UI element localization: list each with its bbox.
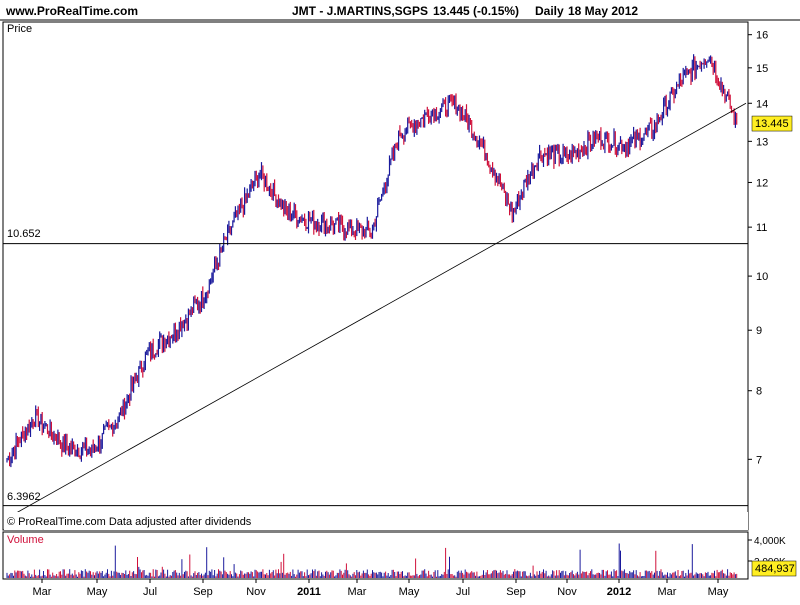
price-axis: 7 8 9 10 11 12 13 14 15 16	[748, 30, 768, 466]
price-tick-label: 16	[756, 30, 768, 42]
hline-upper-label: 10.652	[7, 228, 41, 240]
time-tick-label: Mar	[348, 586, 367, 598]
footnote: © ProRealTime.com Data adjusted after di…	[7, 516, 252, 528]
site-link[interactable]: www.ProRealTime.com	[5, 4, 138, 18]
footnote-bg	[4, 512, 748, 530]
price-tick-label: 13	[756, 136, 768, 148]
ticker-name: JMT - J.MARTINS,SGPS	[292, 4, 428, 18]
price-panel-label: Price	[7, 23, 32, 35]
time-tick-label: 2012	[607, 586, 631, 598]
time-tick-label: Jul	[143, 586, 157, 598]
volume-panel-frame	[2, 531, 749, 580]
time-tick-label: Nov	[246, 586, 266, 598]
price-tick-label: 15	[756, 63, 768, 75]
trend-line	[14, 102, 747, 514]
price-tick-label: 14	[756, 98, 768, 110]
quote-value: 13.445 (-0.15%)	[433, 4, 519, 18]
time-axis: Mar May Jul Sep Nov 2011 Mar May Jul Sep Nov 2012 Ma…	[33, 579, 729, 598]
time-tick-label: 2011	[297, 586, 321, 598]
last-volume-value: 484,937	[755, 563, 795, 575]
price-tick-label: 8	[756, 386, 762, 398]
hline-lower-label: 6.3962	[7, 491, 41, 503]
time-tick-label: Mar	[658, 586, 677, 598]
time-tick-label: Sep	[506, 586, 526, 598]
price-tick-label: 12	[756, 177, 768, 189]
time-tick-label: Mar	[33, 586, 52, 598]
time-tick-label: Nov	[557, 586, 577, 598]
header-bar	[0, 0, 800, 20]
price-overlay: 13.445	[3, 102, 793, 514]
time-tick-label: Jul	[456, 586, 470, 598]
time-tick-label: Sep	[193, 586, 213, 598]
price-tick-label: 7	[756, 454, 762, 466]
time-tick-label: May	[708, 586, 729, 598]
price-tick-label: 11	[756, 222, 767, 234]
price-series	[6, 54, 738, 468]
volume-tick-4000k: 4,000K	[754, 536, 786, 547]
price-tick-label: 9	[756, 325, 762, 337]
time-tick-label: May	[87, 586, 108, 598]
price-panel-frame	[2, 21, 749, 531]
last-price-tag: 13.445	[751, 115, 793, 132]
last-volume-tag: 484,937	[751, 560, 797, 577]
period-label: Daily	[535, 4, 564, 18]
volume-series	[6, 543, 738, 578]
volume-panel-label: Volume	[7, 534, 44, 546]
time-tick-label: May	[399, 586, 420, 598]
last-price-value: 13.445	[755, 118, 789, 130]
price-tick-label: 10	[756, 271, 768, 283]
date-label: 18 May 2012	[568, 4, 638, 18]
